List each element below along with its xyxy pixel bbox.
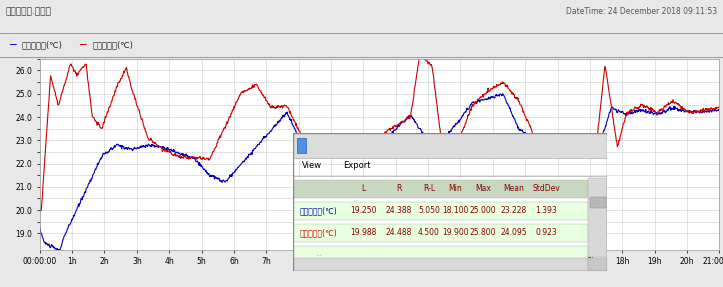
Bar <box>293 202 589 220</box>
Text: 19.900: 19.900 <box>442 228 469 237</box>
Text: 습식방온도(℃): 습식방온도(℃) <box>22 40 63 49</box>
Bar <box>293 133 607 158</box>
Text: L: L <box>362 184 366 193</box>
Text: □: □ <box>573 141 581 150</box>
Text: 24.095: 24.095 <box>500 228 527 237</box>
Text: DateTime: 24 December 2018 09:11:53: DateTime: 24 December 2018 09:11:53 <box>566 7 717 16</box>
Bar <box>296 138 306 153</box>
Text: Differential Measure: Differential Measure <box>310 141 402 150</box>
Text: —: — <box>553 141 561 150</box>
Text: Mean: Mean <box>503 184 524 193</box>
Text: Max: Max <box>475 184 491 193</box>
Text: 25.000: 25.000 <box>470 206 497 215</box>
Text: ─: ─ <box>80 40 86 49</box>
Bar <box>590 197 606 208</box>
Text: >: > <box>579 262 585 268</box>
Text: StdDev: StdDev <box>532 184 560 193</box>
Text: Export: Export <box>343 161 371 170</box>
Text: 25.800: 25.800 <box>470 228 497 237</box>
Text: 19.250: 19.250 <box>351 206 377 215</box>
Text: Min: Min <box>449 184 463 193</box>
Text: 습식방온도(℃): 습식방온도(℃) <box>300 206 338 215</box>
Text: 1.393: 1.393 <box>535 206 557 215</box>
Bar <box>293 180 589 198</box>
Text: ^: ^ <box>596 181 600 186</box>
Text: 24.388: 24.388 <box>386 206 412 215</box>
Text: ─: ─ <box>9 40 15 49</box>
Text: ...: ... <box>316 252 322 257</box>
Text: R-L: R-L <box>423 184 435 193</box>
Text: 건습식비교.방온도: 건습식비교.방온도 <box>6 7 51 16</box>
Text: ×: × <box>591 141 598 150</box>
Bar <box>293 224 589 242</box>
Text: 4.500: 4.500 <box>418 228 440 237</box>
Text: 18.100: 18.100 <box>442 206 469 215</box>
Bar <box>293 247 589 264</box>
Text: 건식방온도(℃): 건식방온도(℃) <box>300 228 338 237</box>
Text: 24.488: 24.488 <box>386 228 412 237</box>
Text: 0.923: 0.923 <box>535 228 557 237</box>
Text: v: v <box>596 249 599 255</box>
Text: 건식방온도(℃): 건식방온도(℃) <box>93 40 134 49</box>
Text: 5.050: 5.050 <box>418 206 440 215</box>
Bar <box>589 258 607 271</box>
Bar <box>293 178 589 257</box>
Text: View: View <box>302 161 322 170</box>
Text: 19.988: 19.988 <box>351 228 377 237</box>
Text: 23.228: 23.228 <box>500 206 527 215</box>
Text: <: < <box>296 262 302 268</box>
Text: R: R <box>396 184 402 193</box>
Bar <box>589 178 607 257</box>
Bar <box>293 258 589 271</box>
